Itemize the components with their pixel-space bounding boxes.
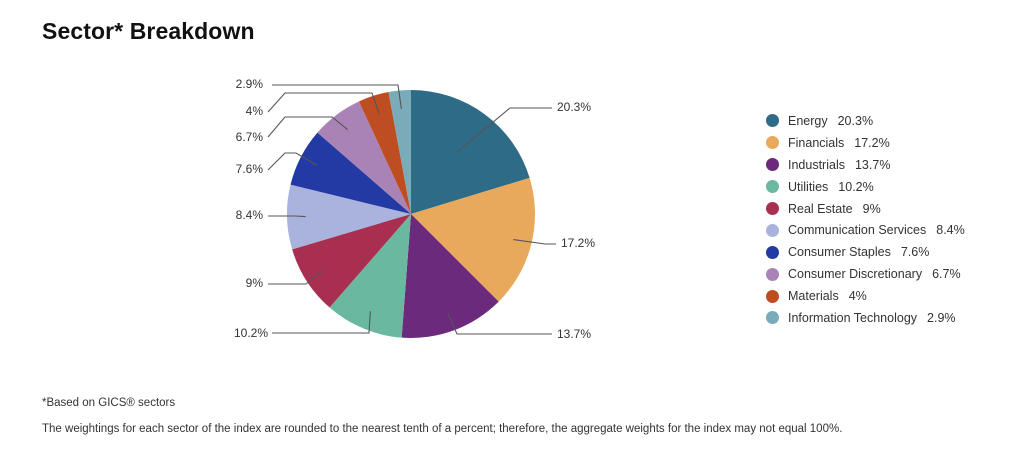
pie-slice: [329, 214, 411, 338]
legend-swatch-icon: [766, 245, 779, 259]
page-title: Sector* Breakdown: [42, 18, 255, 44]
legend-swatch-icon: [766, 180, 779, 194]
pie-slice: [317, 101, 411, 214]
leader-line: [268, 270, 323, 285]
legend-swatch-icon: [766, 311, 779, 325]
leader-line: [267, 116, 349, 138]
legend-item: Industrials 13.7%: [766, 154, 965, 176]
pie-slices: [286, 89, 535, 339]
pie-slice: [292, 214, 411, 308]
footnote-rounding: The weightings for each sector of the in…: [42, 423, 843, 435]
legend-swatch-icon: [766, 223, 779, 237]
data-label: 6.7%: [236, 130, 264, 144]
legend: Energy 20.3% Financials 17.2% Industrials 1…: [766, 110, 965, 329]
pie-slice: [286, 184, 411, 250]
pie-slice: [411, 90, 530, 214]
legend-item: Financials 17.2%: [766, 132, 965, 154]
leader-line: [267, 92, 380, 114]
legend-item: Information Technology 2.9%: [766, 307, 965, 329]
leader-line: [447, 312, 552, 335]
legend-item: Energy 20.3%: [766, 110, 965, 132]
leader-line: [272, 311, 371, 334]
data-label: 10.2%: [234, 326, 268, 340]
data-label: 17.2%: [561, 236, 595, 250]
data-label: 9%: [246, 276, 264, 290]
leader-line: [268, 215, 306, 218]
leader-line: [272, 84, 402, 110]
pie-slice: [401, 214, 499, 339]
data-labels: 20.3% 17.2% 13.7% 10.2% 9% 8.4% 7.6% 6.7% 4% 2.9%: [234, 77, 595, 341]
legend-swatch-icon: [766, 114, 779, 128]
pie-slice: [358, 92, 411, 214]
legend-swatch-icon: [766, 267, 779, 281]
leader-line: [267, 152, 318, 171]
label-leader-lines: [267, 84, 556, 335]
legend-item: Materials 4%: [766, 285, 965, 307]
legend-swatch-icon: [766, 289, 779, 303]
pie-slice: [388, 89, 411, 214]
legend-item: Communication Services 8.4%: [766, 219, 965, 241]
data-label: 4%: [246, 104, 264, 118]
legend-item: Utilities 10.2%: [766, 176, 965, 198]
pie-slice: [290, 132, 411, 214]
legend-swatch-icon: [766, 202, 779, 215]
pie-slice: [411, 177, 535, 302]
legend-item: Consumer Staples 7.6%: [766, 241, 965, 263]
data-label: 13.7%: [557, 327, 591, 341]
data-label: 20.3%: [557, 100, 591, 114]
footnote-gics: *Based on GICS® sectors: [42, 397, 176, 409]
data-label: 7.6%: [236, 162, 264, 176]
legend-swatch-icon: [766, 136, 779, 150]
data-label: 8.4%: [236, 208, 264, 222]
legend-swatch-icon: [766, 158, 779, 172]
legend-item: Consumer Discretionary 6.7%: [766, 263, 965, 285]
data-label: 2.9%: [236, 77, 264, 91]
leader-line: [456, 107, 552, 153]
legend-item: Real Estate 9%: [766, 198, 965, 220]
leader-line: [513, 239, 556, 245]
